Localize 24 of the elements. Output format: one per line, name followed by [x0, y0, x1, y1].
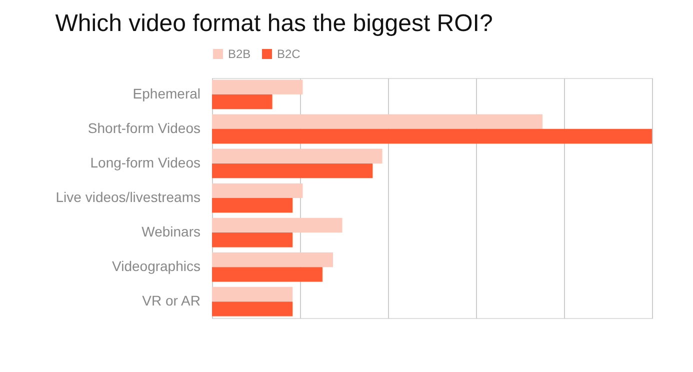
- y-tick-label: Ephemeral: [132, 85, 200, 102]
- bar: [212, 80, 303, 94]
- bar: [212, 183, 303, 198]
- y-tick-label: Short-form Videos: [88, 120, 200, 136]
- bar: [212, 267, 322, 282]
- legend-label: B2B: [228, 47, 251, 61]
- bar: [212, 302, 293, 316]
- y-tick-label: Webinars: [142, 224, 200, 240]
- bar: [212, 94, 272, 110]
- bar: [212, 128, 652, 144]
- y-tick-label: VR or AR: [142, 292, 200, 309]
- y-tick-label: Long-form Videos: [90, 154, 200, 170]
- legend-label: B2C: [277, 47, 301, 61]
- bar: [212, 232, 293, 248]
- bar: [212, 114, 542, 129]
- y-tick-label: Videographics: [112, 258, 200, 274]
- bar: [212, 286, 293, 302]
- bar: [212, 148, 382, 164]
- y-tick-label: Live videos/livestreams: [56, 189, 200, 205]
- bar: [212, 218, 342, 233]
- bar: [212, 252, 333, 268]
- chart-title: Which video format has the biggest ROI?: [55, 10, 493, 37]
- bar: [212, 198, 293, 213]
- bar: [212, 163, 373, 178]
